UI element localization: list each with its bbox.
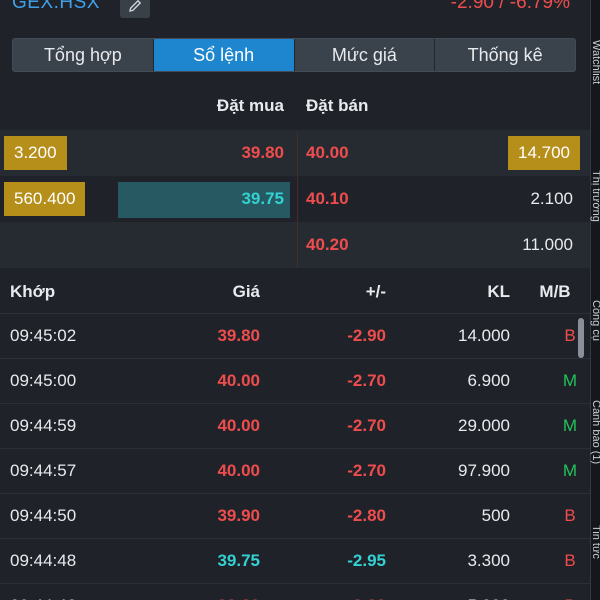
match-row: 09:45:02 39.80 -2.90 14.000 B	[0, 313, 590, 358]
side-tab-strip: Watchlist Thị trường Công cụ Cảnh báo (1…	[590, 0, 600, 600]
match-time: 09:44:46	[10, 584, 76, 600]
col-volume-header: KL	[487, 282, 510, 301]
orderbook-row-values: 39.75 40.10 2.100	[0, 176, 590, 222]
match-time: 09:44:57	[10, 461, 77, 480]
match-side: M	[562, 461, 578, 480]
match-volume: 6.900	[467, 371, 510, 390]
match-price: 40.00	[217, 416, 260, 435]
price-change: -2.90 / -6.79%	[450, 0, 570, 13]
orderbook-row: 560.400	[0, 176, 590, 222]
tab-statistics[interactable]: Thống kê	[467, 44, 543, 65]
match-price: 39.90	[217, 506, 260, 525]
col-time-header: Khớp	[10, 282, 56, 301]
ask-header: Đặt bán	[306, 96, 369, 115]
match-row: 09:44:46 39.80 -2.90 5.000 B	[0, 583, 590, 600]
edit-ticker-button[interactable]	[120, 0, 150, 18]
match-row: 09:44:59 40.00 -2.70 29.000 M	[0, 403, 590, 448]
match-row: 09:44:48 39.75 -2.95 3.300 B	[0, 538, 590, 583]
match-volume: 500	[481, 506, 510, 525]
header-bar: GEX.HSX -2.90 / -6.79%	[0, 0, 590, 22]
match-time: 09:45:02	[10, 326, 77, 345]
match-side: M	[562, 371, 578, 390]
bid-volume-bar	[118, 182, 290, 218]
match-volume: 97.900	[458, 461, 510, 480]
bid-header: Đặt mua	[216, 96, 284, 115]
match-change: -2.80	[347, 506, 386, 525]
side-tab-news[interactable]: Tin tức	[590, 525, 600, 559]
match-change: -2.90	[306, 584, 386, 600]
side-tab-market[interactable]: Thị trường	[590, 170, 600, 222]
tab-orderbook[interactable]: Sổ lệnh	[153, 39, 295, 71]
match-time: 09:45:00	[10, 371, 77, 390]
bid-volume: 3.200	[4, 136, 67, 170]
ticker-symbol[interactable]: GEX.HSX	[12, 0, 100, 13]
match-side: B	[564, 551, 576, 570]
ask-price[interactable]: 40.10	[306, 189, 349, 208]
pencil-icon	[129, 0, 142, 12]
match-change: -2.70	[347, 416, 386, 435]
match-change: -2.90	[347, 326, 386, 345]
orderbook-divider	[297, 132, 298, 268]
match-side: B	[564, 326, 576, 345]
match-change: -2.70	[347, 371, 386, 390]
orderbook-row: 3.200 39.80 40.00 14.700	[0, 130, 590, 176]
col-price-header: Giá	[232, 282, 260, 301]
match-price: 40.00	[217, 371, 260, 390]
match-row: 09:44:57 40.00 -2.70 97.900 M	[0, 448, 590, 493]
match-row: 09:45:00 40.00 -2.70 6.900 M	[0, 358, 590, 403]
match-side: M	[562, 416, 578, 435]
match-volume: 29.000	[458, 416, 510, 435]
match-list-scrollbar[interactable]	[578, 318, 584, 358]
match-price: 40.00	[217, 461, 260, 480]
match-row: 09:44:50 39.90 -2.80 500 B	[0, 493, 590, 538]
side-tab-tools[interactable]: Công cụ	[590, 300, 600, 341]
bid-volume: 560.400	[4, 182, 86, 216]
tab-price-levels[interactable]: Mức giá	[295, 39, 436, 71]
ask-volume: 14.700	[508, 136, 580, 170]
col-change-header: +/-	[365, 282, 386, 301]
match-time: 09:44:48	[10, 551, 77, 570]
side-tab-alerts[interactable]: Cảnh báo (1)	[590, 400, 600, 465]
bid-price[interactable]: 39.80	[241, 143, 284, 162]
match-side: B	[530, 584, 590, 600]
orderbook-row: 40.20 11.000	[0, 222, 590, 268]
match-change: -2.95	[347, 551, 386, 570]
match-volume: 14.000	[458, 326, 510, 345]
bid-price[interactable]: 39.75	[241, 189, 284, 208]
ask-volume: 11.000	[522, 235, 573, 254]
match-time: 09:44:59	[10, 416, 77, 435]
match-price: 39.75	[217, 551, 260, 570]
side-tab-watchlist[interactable]: Watchlist	[590, 40, 600, 85]
ask-volume: 2.100	[530, 189, 573, 208]
match-volume: 3.300	[467, 551, 510, 570]
col-side-header: M/B	[539, 282, 571, 301]
match-price: 39.80	[217, 326, 260, 345]
tab-summary[interactable]: Tổng hợp	[13, 39, 154, 71]
match-change: -2.70	[347, 461, 386, 480]
tab-bar: Tổng hợp Sổ lệnh Mức giá Thống kê	[12, 38, 576, 72]
ask-price[interactable]: 40.00	[306, 143, 349, 162]
match-volume: 5.000	[410, 584, 510, 600]
ask-price[interactable]: 40.20	[306, 235, 349, 254]
match-time: 09:44:50	[10, 506, 77, 525]
match-side: B	[564, 506, 576, 525]
match-price: 39.80	[180, 584, 260, 600]
